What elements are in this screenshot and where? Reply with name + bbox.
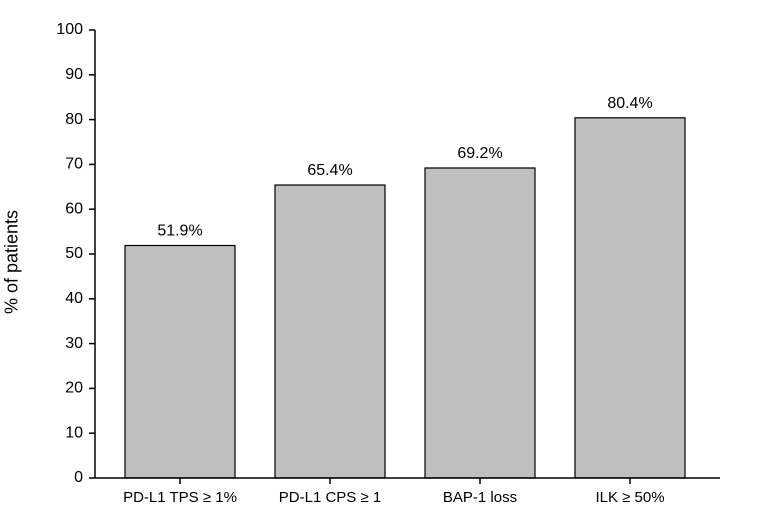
y-tick-label: 10 (65, 424, 83, 441)
bar (275, 185, 385, 478)
x-category-label: PD-L1 TPS ≥ 1% (123, 489, 237, 506)
bar (425, 168, 535, 478)
y-tick-label: 70 (65, 156, 83, 173)
y-tick-label: 20 (65, 380, 83, 397)
y-tick-label: 0 (74, 469, 83, 486)
y-tick-label: 90 (65, 66, 83, 83)
bar-value-label: 51.9% (157, 222, 202, 239)
bar-value-label: 80.4% (607, 95, 652, 112)
x-category-label: ILK ≥ 50% (595, 489, 664, 506)
y-tick-label: 40 (65, 290, 83, 307)
x-category-label: PD-L1 CPS ≥ 1 (279, 489, 381, 506)
chart-svg: 0 10 20 30 40 50 60 70 80 90 100 51.9% PD-L1 TPS ≥ 1… (0, 0, 759, 524)
bar (575, 118, 685, 478)
y-tick-label: 100 (56, 21, 83, 38)
y-tick-label: 50 (65, 245, 83, 262)
bar-chart: % of patients 0 10 20 30 40 50 60 70 80 90 100 51.9… (0, 0, 759, 524)
y-tick-label: 60 (65, 200, 83, 217)
y-axis-label: % of patients (2, 210, 23, 314)
y-tick-label: 80 (65, 111, 83, 128)
bar (125, 245, 235, 478)
y-tick-label: 30 (65, 335, 83, 352)
x-category-label: BAP-1 loss (443, 489, 517, 506)
bar-value-label: 69.2% (457, 145, 502, 162)
bar-value-label: 65.4% (307, 162, 352, 179)
